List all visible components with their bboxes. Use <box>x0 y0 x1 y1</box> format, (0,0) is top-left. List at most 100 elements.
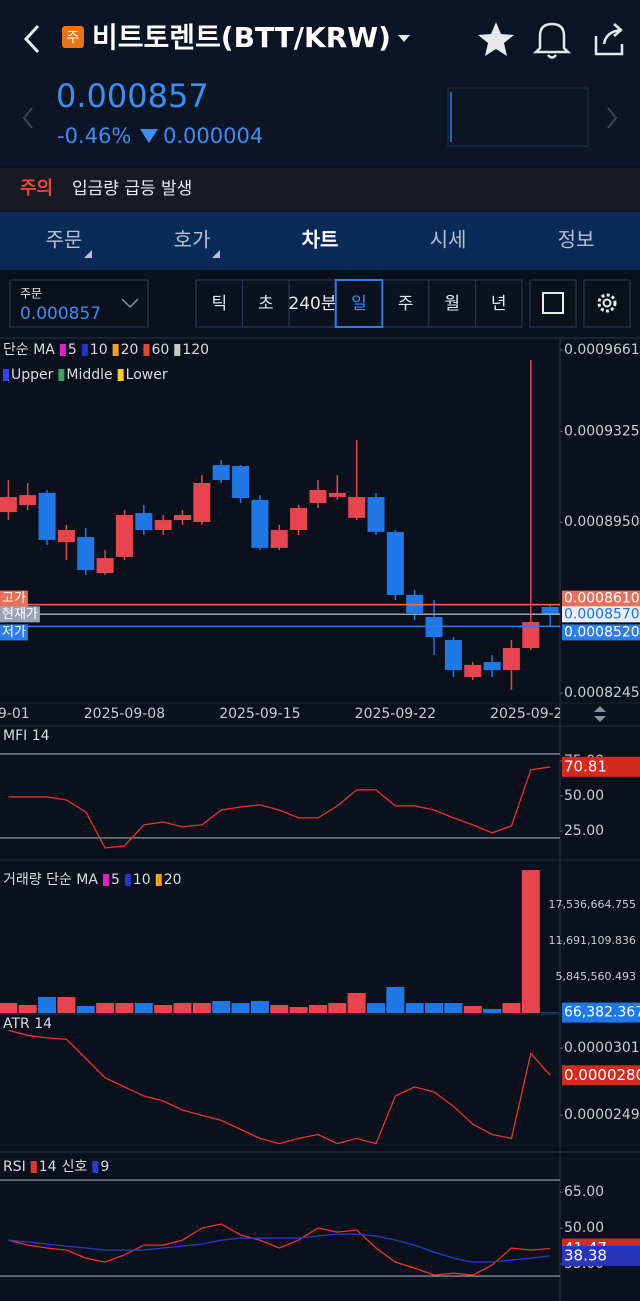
coin-title[interactable]: 비트토렌트(BTT/KRW) <box>92 21 391 54</box>
legend-swatch <box>102 874 109 886</box>
volume-bar <box>521 869 540 1013</box>
candle-body <box>522 622 540 648</box>
share-icon[interactable] <box>594 23 624 56</box>
interval-label: 일 <box>351 294 367 314</box>
legend-label: 60 <box>151 342 169 358</box>
candle-body <box>0 497 17 513</box>
legend-label: Upper <box>11 367 54 383</box>
legend-label: 14 <box>39 1159 57 1175</box>
price-level-tag <box>0 590 28 607</box>
tab-bar <box>0 212 640 270</box>
legend-label: 10 <box>133 872 151 888</box>
price-level-tag <box>0 624 28 641</box>
y-tick-label: 50.00 <box>564 1220 604 1236</box>
legend-label: 120 <box>182 342 209 358</box>
volume-bar <box>405 1003 424 1013</box>
volume-bar <box>328 1003 347 1013</box>
legend-label: 5 <box>111 872 120 888</box>
y-tick-label: 0.0009325 <box>564 423 640 439</box>
scale-down-icon[interactable] <box>594 716 606 722</box>
down-triangle <box>140 129 158 143</box>
legend-swatch <box>143 344 150 356</box>
legend-swatch <box>124 874 131 886</box>
volume-bar <box>425 1003 444 1013</box>
candle-body <box>367 497 385 532</box>
volume-bar <box>212 1000 231 1013</box>
alert-label: 주의 <box>20 178 53 199</box>
volume-bar <box>502 1003 521 1013</box>
candle-body <box>174 514 191 521</box>
candle-body <box>232 466 250 498</box>
legend-swatch <box>30 1161 37 1173</box>
order-box[interactable] <box>9 279 149 328</box>
change-rate: -0.46% <box>57 124 131 148</box>
alert-bar <box>0 168 640 210</box>
price-level-badge <box>562 590 640 607</box>
indicator-line <box>8 1233 551 1263</box>
y-tick-label: 0.0000249 <box>564 1107 640 1123</box>
order-box-label: 주문 <box>20 287 42 301</box>
y-tick-label: 0.0009661 <box>564 342 640 358</box>
volume-bar <box>386 987 405 1013</box>
legend-label: 20 <box>121 342 139 358</box>
y-tick-label: 0.0008245 <box>564 685 640 701</box>
back-button[interactable] <box>23 24 40 54</box>
alarm-icon[interactable] <box>532 22 572 59</box>
volume-bar <box>18 1004 37 1013</box>
legend-label: 10 <box>90 342 108 358</box>
tab-caret <box>212 250 220 258</box>
tab[interactable]: 시세 <box>430 228 467 252</box>
header-bg <box>0 0 640 166</box>
candle-body <box>290 507 308 530</box>
current-value-label: 70.81 <box>564 757 607 775</box>
interval-button[interactable] <box>195 279 244 328</box>
price-level-value: 0.0008570 <box>564 606 640 622</box>
scale-up-icon[interactable] <box>594 706 606 712</box>
interval-label: 틱 <box>211 294 227 314</box>
price-level-name: 현재가 <box>2 607 38 622</box>
alert-message: 입금량 급등 발생 <box>72 179 192 199</box>
volume-bar <box>192 1003 211 1013</box>
interval-label: 주 <box>398 294 414 314</box>
interval-button[interactable] <box>288 279 337 328</box>
legend-swatch <box>117 369 124 381</box>
favorite-icon[interactable] <box>478 22 514 56</box>
interval-label: 월 <box>444 294 460 314</box>
legend-label: MFI 14 <box>3 728 50 744</box>
volume-bar <box>76 1005 95 1013</box>
volume-bar <box>96 1003 115 1013</box>
plot-area: 2025-09-01 2025-09-08 2025-09-15 2025-09-22… <box>0 359 560 1277</box>
layout-button[interactable] <box>529 279 577 328</box>
tab[interactable]: 주문 <box>46 228 83 252</box>
interval-button[interactable] <box>474 279 523 328</box>
legend-label: 9 <box>100 1159 109 1175</box>
next-arrow[interactable] <box>607 107 618 129</box>
candle-body <box>115 514 133 557</box>
prev-arrow[interactable] <box>22 107 33 129</box>
legend-swatch <box>58 369 65 381</box>
candle-body <box>251 499 269 548</box>
candle-body <box>309 489 327 504</box>
volume-bar <box>115 1003 134 1013</box>
indicator-line <box>8 1029 551 1145</box>
settings-icon-inner <box>602 298 612 308</box>
candle-body <box>270 529 288 548</box>
legend-label: Lower <box>126 367 168 383</box>
tab[interactable]: 호가 <box>174 228 211 252</box>
x-tick-label: 2025-09-22 <box>355 706 436 722</box>
volume-bar <box>231 1003 250 1013</box>
current-value-label: 0.0000280 <box>564 1066 640 1084</box>
tab[interactable]: 정보 <box>558 228 595 252</box>
tab[interactable]: 차트 <box>302 228 339 252</box>
mini-chart-box <box>447 87 589 147</box>
interval-button[interactable] <box>242 279 290 328</box>
legend-swatch <box>112 344 119 356</box>
current-value-label: 66,382.367 <box>564 1005 640 1021</box>
volume-bar <box>347 992 366 1013</box>
candle-body <box>19 495 37 506</box>
title-caret[interactable] <box>398 35 410 42</box>
current-value-label: 38.38 <box>564 1246 607 1264</box>
settings-button[interactable] <box>583 279 631 328</box>
order-box-chevron <box>121 298 139 309</box>
